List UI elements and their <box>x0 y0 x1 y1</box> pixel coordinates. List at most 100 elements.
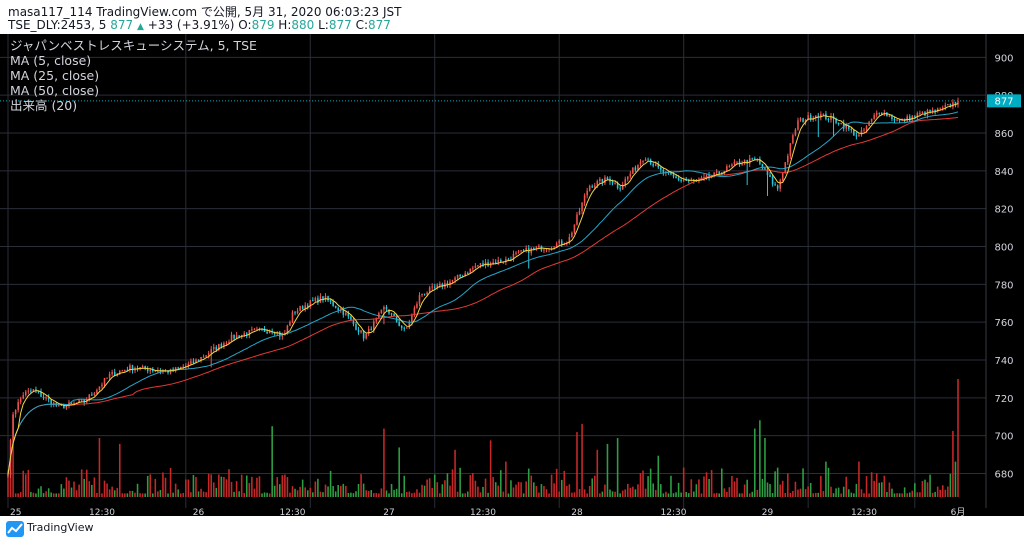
volume-bar <box>621 490 624 497</box>
tradingview-brand[interactable]: TradingView <box>27 521 94 534</box>
candle-body <box>675 176 677 179</box>
volume-bar <box>715 492 718 497</box>
candle-body <box>489 264 492 267</box>
candle-body <box>685 179 687 181</box>
volume-bar <box>212 482 215 497</box>
volume-bar <box>187 479 190 497</box>
legend-ma50[interactable]: MA (50, close) <box>10 83 100 98</box>
volume-bar <box>748 493 751 497</box>
volume-bar <box>586 493 588 497</box>
time-axis[interactable] <box>0 508 1024 516</box>
candle-body <box>58 404 60 406</box>
volume-bar <box>703 476 705 497</box>
volume-bar <box>296 490 299 497</box>
volume-bar <box>870 472 873 497</box>
candle-body <box>680 179 682 181</box>
volume-bar <box>398 447 400 497</box>
candle-body <box>916 113 919 117</box>
candle-body <box>144 366 146 369</box>
volume-bar <box>251 476 253 497</box>
candle-body <box>751 158 754 160</box>
legend-ma5[interactable]: MA (5, close) <box>10 53 92 68</box>
volume-bar <box>718 493 721 497</box>
volume-bar <box>596 449 599 497</box>
volume-bar <box>428 478 431 497</box>
volume-bar <box>464 493 467 497</box>
volume-bar <box>649 468 652 497</box>
volume-bar <box>230 481 233 497</box>
candle-body <box>759 159 761 164</box>
volume-bar <box>850 492 853 497</box>
volume-bar <box>466 491 469 497</box>
volume-bar <box>548 493 550 497</box>
tradingview-logo-icon[interactable] <box>6 521 24 537</box>
volume-bar <box>929 474 931 497</box>
candle-body <box>764 168 766 170</box>
volume-bar <box>533 482 535 497</box>
candle-body <box>543 249 545 251</box>
footer-bar: TradingView <box>0 516 1024 542</box>
candle-body <box>235 335 238 339</box>
volume-bar <box>914 483 916 497</box>
candle-body <box>304 305 306 310</box>
candle-body <box>279 332 281 337</box>
candle-body <box>660 167 662 170</box>
volume-bar <box>764 438 766 497</box>
candle-body <box>731 164 733 166</box>
volume-bar <box>771 493 774 497</box>
volume-bar <box>385 490 388 497</box>
volume-bar <box>93 477 96 497</box>
candle-body <box>245 333 248 336</box>
candle-body <box>560 240 563 245</box>
candle-body <box>223 343 225 347</box>
volume-bar <box>952 430 954 497</box>
candle-body <box>390 313 393 315</box>
candle-body <box>367 328 370 334</box>
volume-bar <box>916 492 919 497</box>
legend-volume[interactable]: 出来高 (20) <box>10 98 78 113</box>
volume-bar <box>906 493 908 497</box>
volume-bar <box>449 485 451 497</box>
candle-body <box>840 123 842 125</box>
price-chart[interactable]: 680700720740760780800820840860880900 877… <box>0 34 1024 516</box>
time-tick-label: 12:30 <box>470 508 496 516</box>
candle-body <box>754 158 756 160</box>
candle-body <box>256 328 258 330</box>
candle-body <box>733 161 736 165</box>
volume-bar <box>124 493 126 497</box>
volume-bar <box>263 492 266 497</box>
volume-bar <box>332 485 334 497</box>
volume-bar <box>314 481 317 497</box>
candle-body <box>248 329 251 336</box>
candle-body <box>469 268 472 274</box>
candle-body <box>413 307 416 315</box>
candle-body <box>591 186 594 188</box>
candle-body <box>50 399 52 405</box>
price-axis[interactable] <box>986 34 1024 508</box>
volume-bar <box>324 484 327 497</box>
volume-bar <box>253 488 256 497</box>
volume-bar <box>863 493 865 497</box>
candle-body <box>535 247 538 249</box>
volume-bar <box>545 489 548 497</box>
candle-body <box>807 115 809 120</box>
volume-bar <box>17 493 19 497</box>
candle-body <box>586 190 588 196</box>
candle-body <box>32 389 35 391</box>
legend-ma25[interactable]: MA (25, close) <box>10 68 100 83</box>
volume-bar <box>482 486 484 497</box>
volume-bar <box>893 493 896 497</box>
candle-body <box>944 105 947 108</box>
candle-body <box>428 287 431 293</box>
volume-bar <box>268 493 271 497</box>
candle-body <box>337 308 340 311</box>
volume-bar <box>812 493 815 497</box>
volume-bar <box>494 482 497 497</box>
candle-body <box>705 175 708 178</box>
volume-bar <box>881 482 883 497</box>
volume-bar <box>875 473 878 497</box>
candle-body <box>494 262 497 264</box>
candle-body <box>814 115 817 119</box>
candle-body <box>47 397 50 400</box>
volume-bar <box>40 486 42 497</box>
